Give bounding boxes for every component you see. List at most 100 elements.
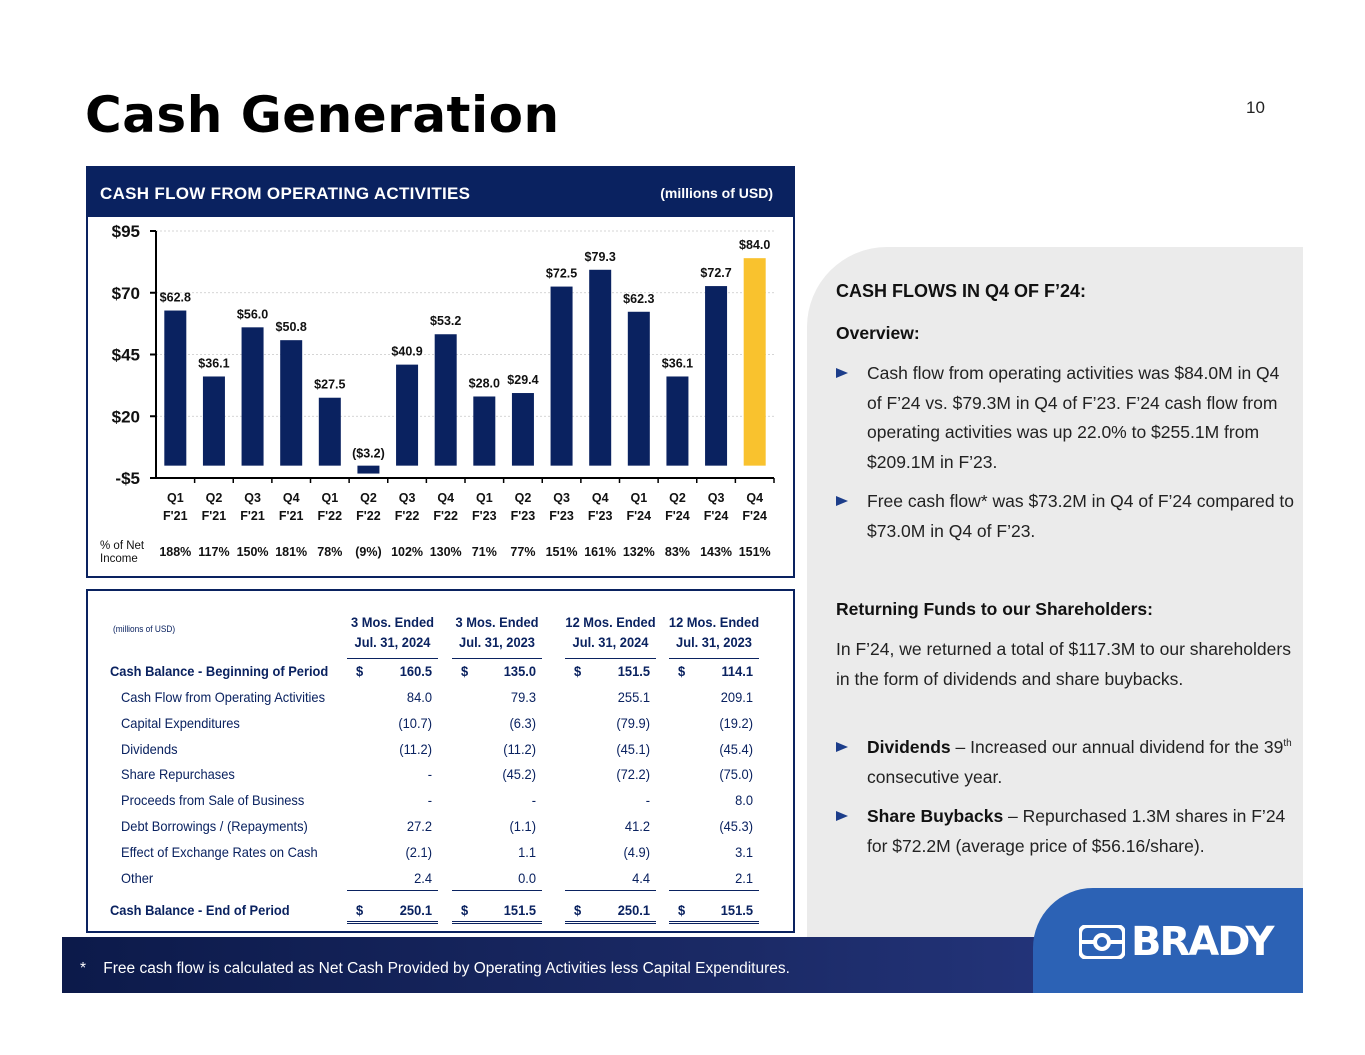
total-rule: [347, 890, 438, 891]
data-label: ($3.2): [352, 447, 385, 461]
bar: [280, 340, 303, 466]
bullet-arrow-icon: [836, 742, 848, 752]
table-row-value: 209.1: [720, 689, 753, 705]
x-tick-label: Q1: [321, 491, 338, 505]
brady-logo: BRADY: [1079, 919, 1275, 965]
data-label: $62.8: [160, 291, 191, 305]
double-underline: [669, 921, 759, 924]
table-row-value: (45.2): [502, 766, 536, 783]
data-label: $40.9: [391, 345, 422, 359]
begin-balance-value: 160.5: [399, 663, 432, 679]
x-tick-label: Q2: [515, 491, 532, 505]
currency-symbol: $: [356, 902, 364, 918]
table-row-value: -: [427, 792, 432, 809]
pct-net-income-label: 151%: [739, 545, 771, 559]
bar: [627, 311, 650, 466]
y-tick-label: $20: [112, 407, 140, 426]
begin-balance-value: 151.5: [617, 663, 650, 679]
table-row-value: (11.2): [399, 740, 432, 757]
dividends-label: Dividends: [867, 737, 951, 757]
end-balance-value: 151.5: [720, 902, 753, 918]
returning-funds-text: In F’24, we returned a total of $117.3M …: [836, 639, 1291, 689]
bullet-arrow-icon: [836, 496, 848, 506]
table-row-label: Debt Borrowings / (Repayments): [121, 818, 308, 834]
cash-balance-table: (millions of USD) 3 Mos. Ended Jul. 31, 20…: [88, 591, 793, 931]
currency-symbol: $: [461, 663, 469, 679]
end-balance-label: Cash Balance - End of Period: [110, 902, 290, 918]
table-row-label: Proceeds from Sale of Business: [121, 792, 305, 809]
footnote-asterisk: *: [80, 960, 87, 977]
table-row-value: (45.3): [719, 818, 753, 834]
y-tick-label: $70: [112, 284, 140, 303]
bullet-arrow-icon: [836, 811, 848, 821]
x-tick-label: Q2: [669, 491, 686, 505]
y-tick-label: $45: [112, 346, 140, 365]
header-underline: [347, 658, 438, 659]
column-header: 3 Mos. Ended: [455, 614, 539, 630]
pct-net-income-label: 130%: [430, 545, 462, 559]
table-row-value: (45.1): [616, 740, 650, 757]
dividends-text-end: consecutive year.: [867, 766, 1003, 787]
x-tick-label: Q4: [746, 491, 763, 505]
returning-funds-label: Returning Funds to our Shareholders:: [836, 599, 1153, 619]
bar: [241, 327, 264, 466]
x-tick-label: F'21: [163, 509, 188, 523]
column-header: Jul. 31, 2024: [572, 634, 649, 650]
buybacks-label: Share Buybacks: [867, 806, 1004, 826]
bar: [164, 310, 187, 466]
page-number: 10: [1246, 98, 1265, 117]
total-rule: [669, 890, 759, 891]
pct-net-income-label: 151%: [546, 545, 578, 559]
x-tick-label: F'21: [279, 509, 304, 523]
begin-balance-value: 114.1: [721, 663, 753, 679]
pct-net-income-title: % of Net: [100, 540, 145, 552]
table-row-value: 1.1: [518, 843, 536, 860]
bar: [743, 258, 766, 466]
cash-flow-chart-panel: CASH FLOW FROM OPERATING ACTIVITIES (mil…: [86, 166, 795, 578]
data-label: $27.5: [314, 378, 345, 392]
bar: [550, 286, 573, 466]
x-tick-label: F'23: [511, 509, 536, 523]
table-row-label: Share Repurchases: [121, 766, 235, 783]
column-header: Jul. 31, 2023: [459, 634, 535, 650]
table-row-value: (4.9): [623, 843, 650, 860]
table-row-label: Effect of Exchange Rates on Cash: [121, 843, 318, 860]
double-underline: [347, 921, 438, 924]
pct-net-income-label: 102%: [391, 545, 423, 559]
y-tick-label: -$5: [115, 469, 140, 488]
table-row-value: 3.1: [735, 843, 753, 860]
column-header: Jul. 31, 2024: [354, 634, 431, 650]
logo-background: [1033, 888, 1303, 993]
data-label: $36.1: [198, 356, 229, 370]
column-header: 3 Mos. Ended: [350, 614, 435, 630]
commentary-panel: CASH FLOWS IN Q4 OF F’24: Overview: Cash…: [807, 247, 1303, 947]
currency-symbol: $: [678, 663, 686, 679]
pct-net-income-label: 181%: [275, 545, 307, 559]
table-row-value: (6.3): [509, 714, 536, 731]
data-label: $36.1: [662, 356, 693, 370]
x-tick-label: Q1: [476, 491, 493, 505]
table-row-value: -: [531, 792, 536, 809]
pct-net-income-label: 143%: [700, 545, 732, 559]
table-row-value: 41.2: [624, 818, 650, 834]
overview-label: Overview:: [836, 323, 920, 343]
data-label: $28.0: [469, 376, 500, 390]
bullet-arrow-icon: [836, 368, 848, 378]
table-row-value: (45.4): [719, 740, 753, 757]
x-tick-label: Q2: [360, 491, 377, 505]
table-row-value: (72.2): [616, 766, 650, 783]
pct-net-income-label: 161%: [584, 545, 616, 559]
chart-header: CASH FLOW FROM OPERATING ACTIVITIES (mil…: [88, 168, 793, 217]
table-row-value: -: [427, 766, 432, 783]
x-tick-label: F'21: [240, 509, 265, 523]
cash-flow-bar-chart: $95 $70 $45 $20 -$5 $62.8 Q1 F'21 188% $36.1 Q2 F'2…: [100, 222, 775, 565]
x-tick-label: F'23: [588, 509, 613, 523]
end-balance-value: 151.5: [503, 902, 536, 918]
bar: [318, 397, 341, 466]
pct-net-income-label: 117%: [198, 545, 229, 559]
bullet-text: Share Buybacks – Repurchased 1.3M shares…: [867, 802, 1297, 861]
x-tick-label: F'23: [549, 509, 574, 523]
table-row-value: 79.3: [510, 689, 536, 705]
bar: [705, 286, 728, 466]
pct-net-income-label: 78%: [317, 545, 342, 559]
